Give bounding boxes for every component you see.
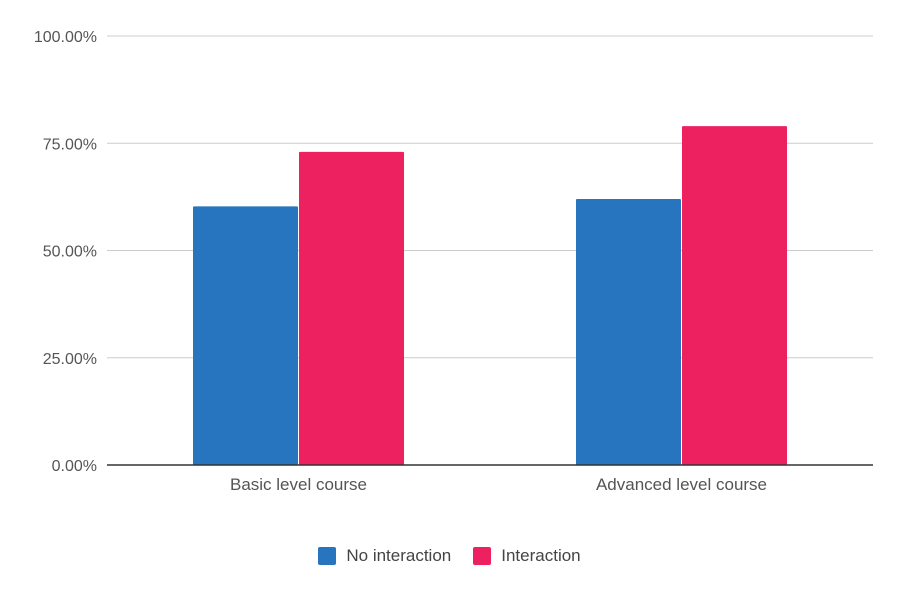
bar-no-interaction-1[interactable] xyxy=(193,206,298,466)
y-tick-label: 0.00% xyxy=(52,458,97,475)
x-tick-label: Basic level course xyxy=(230,475,367,494)
y-tick-label: 50.00% xyxy=(43,244,97,261)
legend-item-interaction[interactable]: Interaction xyxy=(473,546,581,566)
y-tick-label: 25.00% xyxy=(43,351,97,368)
bar-no-interaction-2[interactable] xyxy=(576,199,681,465)
legend-swatch-interaction xyxy=(473,547,492,565)
legend-label-interaction: Interaction xyxy=(501,546,581,565)
y-tick-label: 75.00% xyxy=(43,136,97,153)
legend-label-no-interaction: No interaction xyxy=(346,546,452,565)
legend-item-no-interaction[interactable]: No interaction xyxy=(318,546,451,566)
bar-interaction-2[interactable] xyxy=(682,126,787,465)
bar-interaction-1[interactable] xyxy=(299,151,404,465)
legend-swatch-no-interaction xyxy=(318,547,337,565)
axes: 0.00% 25.00% 50.00% 75.00% 100.00% Basic leve… xyxy=(34,29,873,494)
bars xyxy=(193,126,787,466)
y-tick-label: 100.00% xyxy=(34,29,97,46)
x-tick-label: Advanced level course xyxy=(596,475,767,494)
legend: No interaction Interaction xyxy=(0,546,899,566)
